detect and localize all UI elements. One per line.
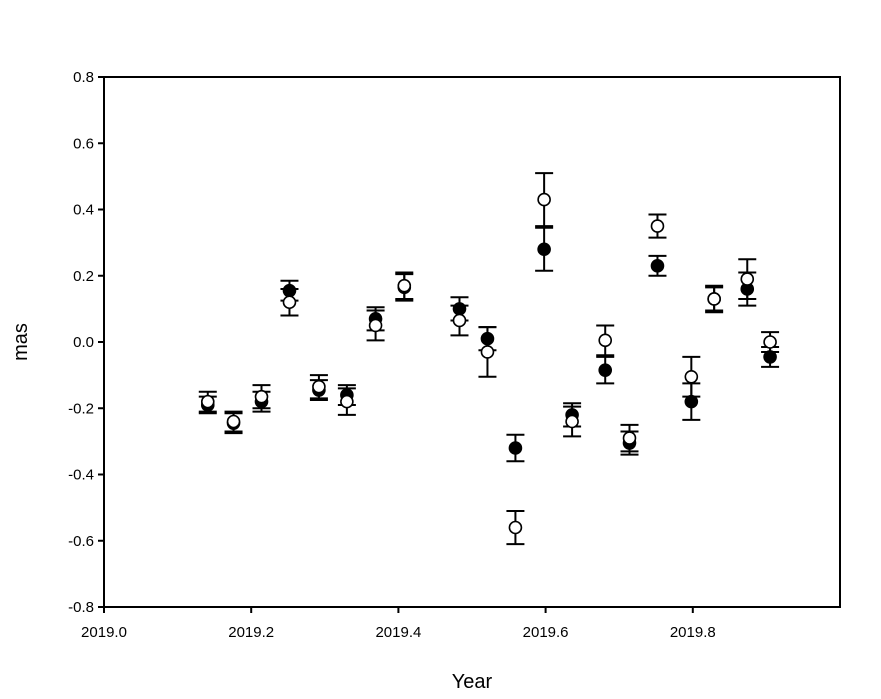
open-circle-marker	[740, 272, 755, 286]
open-point	[620, 423, 639, 453]
open-point	[337, 387, 356, 416]
open-point	[280, 288, 299, 317]
open-point	[705, 284, 724, 314]
open-point	[596, 324, 615, 357]
open-point	[252, 384, 271, 410]
open-point	[563, 405, 582, 438]
x-tick-label: 2019.6	[523, 624, 569, 641]
y-tick-label: 0.2	[73, 268, 94, 285]
x-axis: 2019.0 2019.2 2019.4 2019.6 2019.8	[81, 607, 716, 641]
x-tick-label: 2019.4	[375, 624, 421, 641]
open-circle-marker	[537, 192, 551, 207]
x-axis-label: Year	[452, 671, 493, 693]
y-tick-label: -0.6	[68, 533, 94, 550]
x-tick-label: 2019.0	[81, 624, 127, 641]
open-point	[648, 213, 667, 239]
data-marks	[198, 172, 780, 546]
y-axis-label: mas	[10, 323, 32, 361]
open-circle-marker	[707, 292, 721, 306]
filled-point	[535, 226, 554, 272]
open-point	[761, 331, 780, 353]
open-point	[535, 172, 554, 228]
open-circle-marker	[368, 318, 383, 333]
open-circle-marker	[622, 431, 637, 445]
y-tick-label: 0.6	[73, 135, 94, 152]
filled-point	[596, 355, 615, 385]
open-circle-marker	[397, 278, 412, 293]
open-point	[395, 271, 414, 300]
open-circle-marker	[684, 369, 699, 384]
open-circle-marker	[508, 520, 523, 535]
open-circle-marker	[200, 394, 215, 409]
open-point	[309, 374, 328, 400]
open-point	[198, 390, 217, 413]
y-tick-label: -0.4	[68, 467, 94, 484]
open-circle-marker	[598, 333, 613, 348]
open-point	[366, 309, 385, 342]
y-tick-label: -0.2	[68, 400, 94, 417]
plot-frame	[103, 76, 841, 608]
open-circle-marker	[565, 414, 579, 429]
open-point	[506, 509, 525, 546]
open-point	[478, 326, 497, 378]
open-point	[682, 355, 701, 398]
filled-circle-marker	[537, 242, 551, 257]
open-circle-marker	[452, 313, 467, 328]
y-axis: -0.8 -0.6 -0.4 -0.2 0.0 0.2 0.4 0.6 0.8	[68, 69, 104, 616]
filled-circle-marker	[650, 259, 665, 273]
open-circle-marker	[650, 219, 665, 233]
filled-circle-marker	[598, 363, 613, 377]
filled-point	[506, 433, 525, 463]
open-circle-marker	[312, 379, 326, 394]
open-circle-marker	[282, 295, 297, 310]
y-tick-label: 0.0	[73, 334, 94, 351]
open-circle-marker	[226, 414, 241, 429]
open-circle-marker	[480, 345, 495, 359]
filled-point	[648, 254, 667, 277]
x-tick-label: 2019.8	[670, 624, 716, 641]
y-tick-label: -0.8	[68, 599, 94, 616]
y-tick-label: 0.4	[73, 202, 94, 219]
x-tick-label: 2019.2	[228, 624, 274, 641]
y-tick-label: 0.8	[73, 69, 94, 86]
open-point	[224, 410, 243, 433]
open-circle-marker	[254, 389, 269, 404]
open-point	[738, 258, 757, 300]
open-circle-marker	[763, 335, 777, 349]
filled-circle-marker	[508, 441, 523, 455]
open-circle-marker	[340, 394, 354, 409]
open-point	[450, 304, 469, 337]
